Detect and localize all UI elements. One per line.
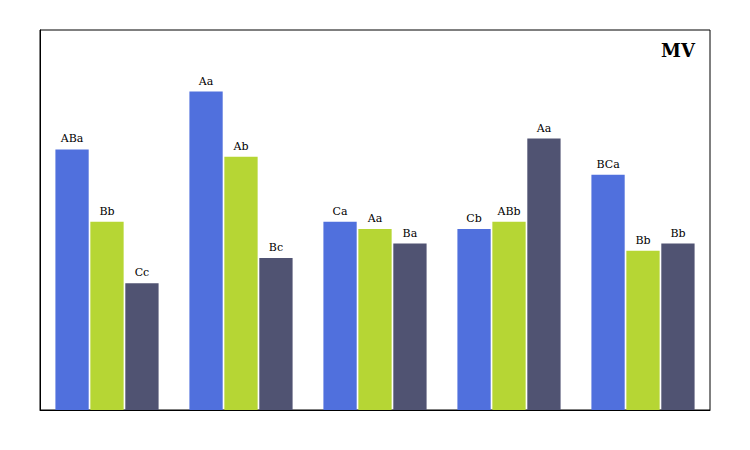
svg-text:Ab: Ab <box>233 140 249 153</box>
svg-text:Ca: Ca <box>333 205 348 218</box>
svg-text:Bb: Bb <box>635 234 650 247</box>
svg-text:MV: MV <box>661 40 696 61</box>
svg-text:Aa: Aa <box>198 75 214 88</box>
svg-text:Bb: Bb <box>99 205 114 218</box>
svg-text:Bc: Bc <box>269 241 283 254</box>
svg-text:Cc: Cc <box>135 266 150 279</box>
svg-text:ABa: ABa <box>60 132 84 145</box>
svg-text:Aa: Aa <box>536 122 552 135</box>
svg-text:ABb: ABb <box>496 205 520 218</box>
svg-text:Cb: Cb <box>466 212 481 225</box>
svg-text:Ba: Ba <box>403 227 418 240</box>
svg-text:Bb: Bb <box>670 227 685 240</box>
svg-text:BCa: BCa <box>596 158 620 171</box>
svg-text:Aa: Aa <box>367 212 383 225</box>
